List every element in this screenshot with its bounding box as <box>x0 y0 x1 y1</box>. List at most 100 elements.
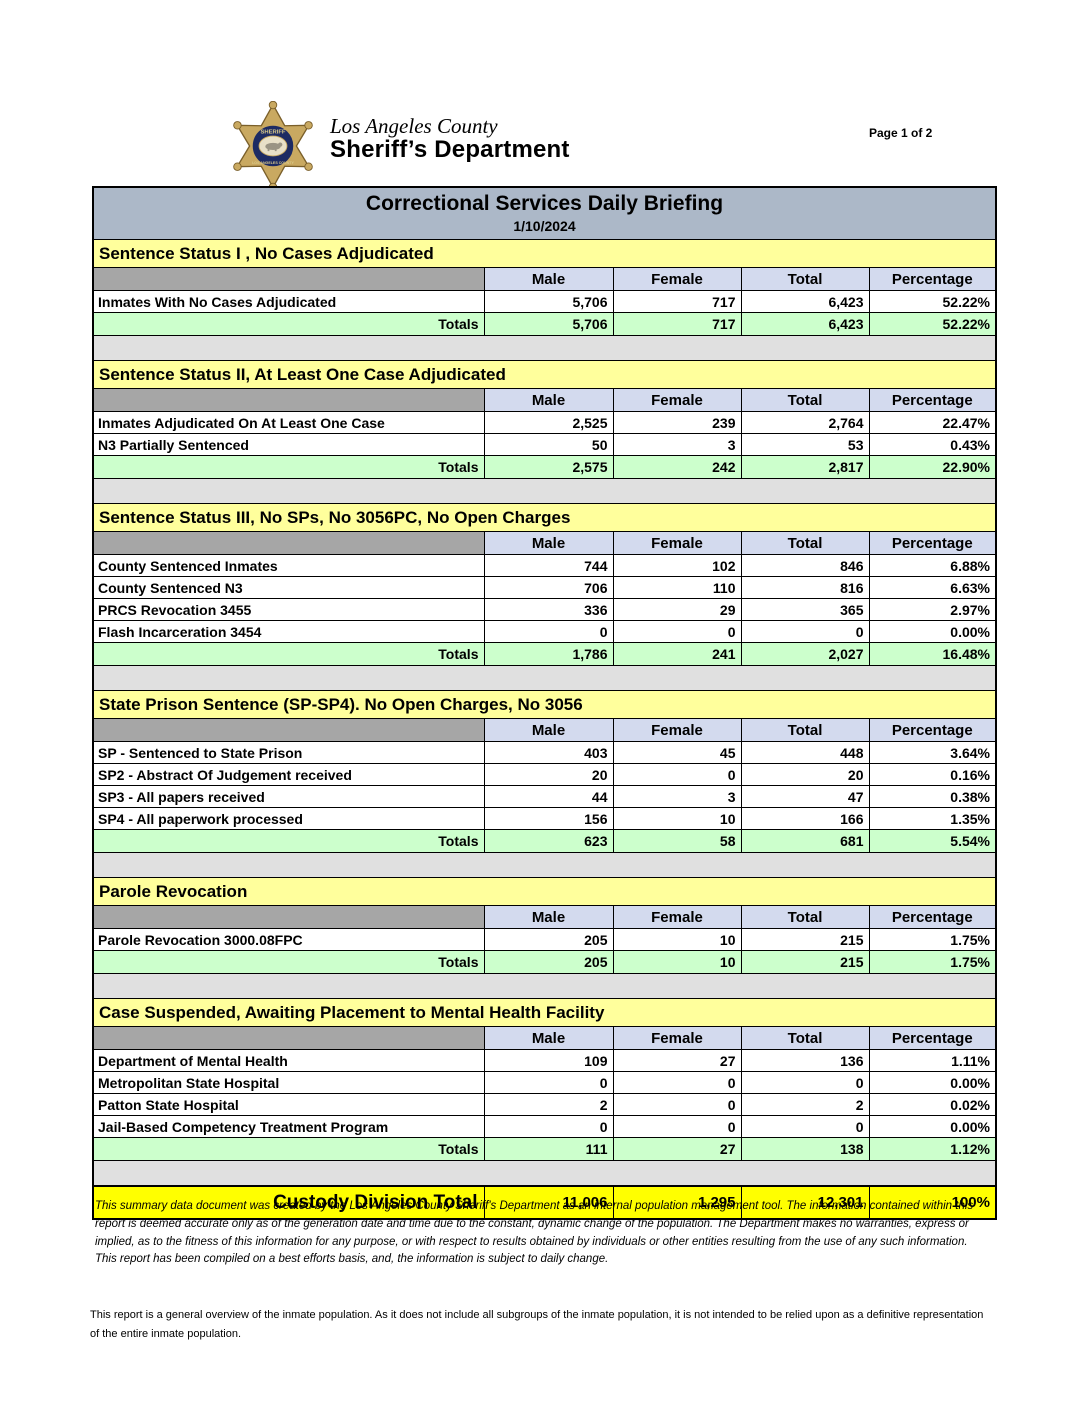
total-value-cell: 2 <box>740 1093 870 1116</box>
badge-bottom-text: LOS ANGELES COUNTY <box>252 161 294 165</box>
column-header: Total <box>740 1026 870 1050</box>
column-header: Male <box>483 267 614 291</box>
table-row: SP - Sentenced to State Prison 403 45 448 3.… <box>92 741 997 764</box>
totals-male-cell: 111 <box>483 1137 614 1161</box>
table-row: County Sentenced Inmates 744 102 846 6.88% <box>92 554 997 577</box>
column-header-row: Male Female Total Percentage <box>92 718 997 742</box>
column-header-corner <box>92 267 485 291</box>
totals-total-cell: 2,027 <box>740 642 870 666</box>
row-label: County Sentenced Inmates <box>92 554 485 577</box>
female-value-cell: 10 <box>612 807 742 830</box>
column-header-corner <box>92 531 485 555</box>
section-title: State Prison Sentence (SP-SP4). No Open … <box>92 690 997 719</box>
column-header: Percentage <box>868 1026 997 1050</box>
total-value-cell: 365 <box>740 598 870 621</box>
totals-row: Totals 2,575 242 2,817 22.90% <box>92 455 997 479</box>
column-header-corner <box>92 388 485 412</box>
column-header: Total <box>740 905 870 929</box>
row-label: Department of Mental Health <box>92 1049 485 1072</box>
report-title: Correctional Services Daily Briefing <box>365 192 724 215</box>
totals-row: Totals 111 27 138 1.12% <box>92 1137 997 1161</box>
column-header-row: Male Female Total Percentage <box>92 1026 997 1050</box>
column-header: Male <box>483 718 614 742</box>
totals-female-cell: 241 <box>612 642 742 666</box>
male-value-cell: 336 <box>483 598 614 621</box>
section-spacer <box>92 1160 997 1187</box>
totals-female-cell: 717 <box>612 312 742 336</box>
grand-total-row: Custody Division Total 11,006 1,295 12,301 1… <box>92 1185 997 1220</box>
totals-total-cell: 215 <box>740 950 870 974</box>
grand-total-total-cell: 12,301 <box>740 1185 870 1220</box>
total-value-cell: 166 <box>740 807 870 830</box>
section-spacer-row <box>92 478 997 504</box>
section-title: Sentence Status III, No SPs, No 3056PC, … <box>92 503 997 532</box>
column-header: Percentage <box>868 388 997 412</box>
male-value-cell: 706 <box>483 576 614 599</box>
org-name-department: Sheriff’s Department <box>330 136 570 164</box>
percentage-value-cell: 1.35% <box>868 807 997 830</box>
section-header-row: Parole Revocation <box>92 877 997 906</box>
column-header: Female <box>612 718 742 742</box>
totals-percentage-cell: 22.90% <box>868 455 997 479</box>
section-header-row: Sentence Status I , No Cases Adjudicated <box>92 239 997 268</box>
female-value-cell: 3 <box>612 433 742 456</box>
overview-note-text: This report is a general overview of the… <box>90 1309 984 1340</box>
male-value-cell: 0 <box>483 620 614 643</box>
totals-row: Totals 205 10 215 1.75% <box>92 950 997 974</box>
total-value-cell: 136 <box>740 1049 870 1072</box>
male-value-cell: 20 <box>483 763 614 786</box>
disclaimer-text: This summary data document was created b… <box>95 1200 974 1266</box>
male-value-cell: 50 <box>483 433 614 456</box>
percentage-value-cell: 6.88% <box>868 554 997 577</box>
section-spacer <box>92 335 997 361</box>
female-value-cell: 29 <box>612 598 742 621</box>
section-spacer <box>92 852 997 878</box>
female-value-cell: 0 <box>612 620 742 643</box>
male-value-cell: 44 <box>483 785 614 808</box>
table-row: County Sentenced N3 706 110 816 6.63% <box>92 576 997 599</box>
female-value-cell: 0 <box>612 1093 742 1116</box>
column-header: Female <box>612 905 742 929</box>
totals-total-cell: 681 <box>740 829 870 853</box>
section-spacer-row <box>92 852 997 878</box>
page-number-label: Page 1 of 2 <box>869 126 933 140</box>
org-name-county: Los Angeles County <box>330 114 498 138</box>
totals-row: Totals 623 58 681 5.54% <box>92 829 997 853</box>
totals-percentage-cell: 52.22% <box>868 312 997 336</box>
totals-male-cell: 5,706 <box>483 312 614 336</box>
percentage-value-cell: 22.47% <box>868 411 997 434</box>
total-value-cell: 0 <box>740 1115 870 1138</box>
section-spacer-row <box>92 1160 997 1187</box>
totals-male-cell: 623 <box>483 829 614 853</box>
column-header: Total <box>740 531 870 555</box>
table-row: N3 Partially Sentenced 50 3 53 0.43% <box>92 433 997 456</box>
female-value-cell: 27 <box>612 1049 742 1072</box>
male-value-cell: 156 <box>483 807 614 830</box>
total-value-cell: 448 <box>740 741 870 764</box>
totals-percentage-cell: 1.75% <box>868 950 997 974</box>
row-label: Inmates Adjudicated On At Least One Case <box>92 411 485 434</box>
column-header-row: Male Female Total Percentage <box>92 531 997 555</box>
row-label: Parole Revocation 3000.08FPC <box>92 928 485 951</box>
totals-male-cell: 2,575 <box>483 455 614 479</box>
row-label: Jail-Based Competency Treatment Program <box>92 1115 485 1138</box>
total-value-cell: 6,423 <box>740 290 870 313</box>
table-row: PRCS Revocation 3455 336 29 365 2.97% <box>92 598 997 621</box>
percentage-value-cell: 52.22% <box>868 290 997 313</box>
totals-label: Totals <box>92 1137 485 1161</box>
report-date: 1/10/2024 <box>513 218 576 234</box>
section-title: Parole Revocation <box>92 877 997 906</box>
total-value-cell: 215 <box>740 928 870 951</box>
table-row: Department of Mental Health 109 27 136 1.11% <box>92 1049 997 1072</box>
total-value-cell: 0 <box>740 1071 870 1094</box>
section-spacer <box>92 478 997 504</box>
male-value-cell: 5,706 <box>483 290 614 313</box>
percentage-value-cell: 0.16% <box>868 763 997 786</box>
percentage-value-cell: 6.63% <box>868 576 997 599</box>
report-title-bar: Correctional Services Daily Briefing 1/1… <box>92 186 997 240</box>
row-label: SP4 - All paperwork processed <box>92 807 485 830</box>
section-header-row: State Prison Sentence (SP-SP4). No Open … <box>92 690 997 719</box>
column-header: Total <box>740 267 870 291</box>
total-value-cell: 816 <box>740 576 870 599</box>
total-value-cell: 53 <box>740 433 870 456</box>
